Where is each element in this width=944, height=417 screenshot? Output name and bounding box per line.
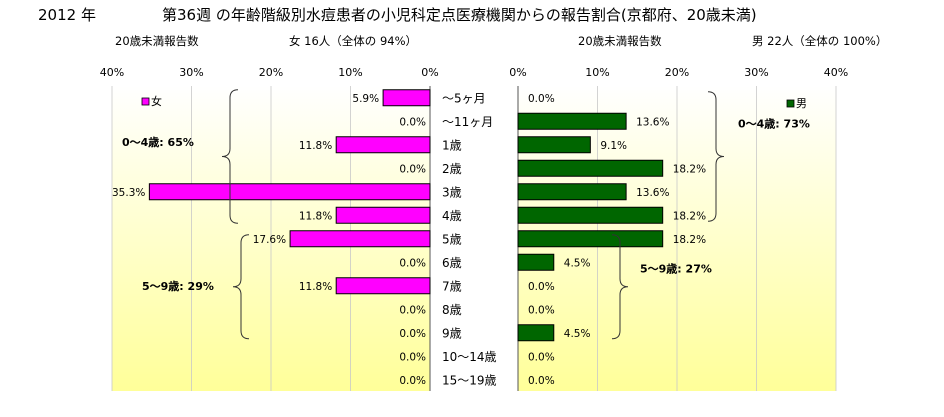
male-legend-label: 男 [796,97,807,110]
left-group-label-5-9: 5～9歳: 29% [142,279,214,293]
right-group-label-0-4: 0～4歳: 73% [738,116,810,130]
right-brace-5-9 [611,234,629,340]
female-bar [335,277,431,295]
female-data-label: 5.9% [352,93,379,105]
left-x-tick-label: 0% [421,66,438,79]
male-data-label: 18.2% [673,163,706,175]
female-data-label: 0.0% [399,257,426,269]
right-subtitle-summary: 男 22人（全体の 100%） [752,34,888,48]
male-data-label: 0.0% [528,351,555,363]
male-bar [517,136,591,154]
female-data-label: 0.0% [399,328,426,340]
female-data-label: 0.0% [399,304,426,316]
female-bar [148,183,431,201]
right-subtitle-label: 20歳未満報告数 [578,34,662,48]
left-x-tick-label: 40% [100,66,124,79]
left-subtitle-label: 20歳未満報告数 [115,34,199,48]
category-label: ～5ヶ月 [442,91,486,105]
left-group-label-0-4: 0～4歳: 65% [122,135,194,149]
left-brace-0-4 [221,89,239,224]
female-data-label: 0.0% [399,116,426,128]
category-label: 3歳 [442,185,462,199]
category-label: 7歳 [442,279,462,293]
female-bar [382,89,431,107]
category-label: 6歳 [442,256,462,270]
female-data-label: 0.0% [399,375,426,387]
male-data-label: 9.1% [600,140,627,152]
category-label: 9歳 [442,326,462,340]
male-bar [517,324,555,342]
right-brace-0-4 [707,91,725,222]
category-label: 1歳 [442,138,462,152]
left-brace-5-9 [232,234,250,340]
right-x-tick-label: 30% [744,66,768,79]
category-label: 4歳 [442,209,462,223]
male-data-label: 0.0% [528,93,555,105]
male-bar [517,206,664,224]
left-x-tick-label: 20% [259,66,283,79]
female-legend-swatch [141,97,150,106]
category-label: 5歳 [442,232,462,246]
category-label: 2歳 [442,162,462,176]
male-bar [517,230,664,248]
male-data-label: 4.5% [564,257,591,269]
male-data-label: 13.6% [636,116,669,128]
right-group-label-5-9: 5～9歳: 27% [640,261,712,275]
right-x-tick-label: 20% [665,66,689,79]
male-bar [517,112,627,130]
right-x-tick-label: 40% [824,66,848,79]
female-data-label: 11.8% [299,140,332,152]
category-label: 15～19歳 [442,373,497,387]
female-bar [335,206,431,224]
female-data-label: 0.0% [399,163,426,175]
category-label: ～11ヶ月 [442,115,493,129]
female-bar [335,136,431,154]
male-data-label: 13.6% [636,187,669,199]
male-bar [517,159,664,177]
category-label: 10～14歳 [442,350,497,364]
male-bar [517,253,555,271]
male-data-label: 4.5% [564,328,591,340]
year-label: 2012 年 [38,6,96,24]
male-bar [517,183,627,201]
female-data-label: 35.3% [112,187,145,199]
female-bar [289,230,431,248]
left-subtitle-summary: 女 16人（全体の 94%） [289,34,418,48]
left-x-tick-label: 30% [179,66,203,79]
male-data-label: 18.2% [673,234,706,246]
male-data-label: 0.0% [528,304,555,316]
female-data-label: 11.8% [299,210,332,222]
male-legend-swatch [786,99,795,108]
right-x-tick-label: 10% [585,66,609,79]
right-x-tick-label: 0% [509,66,526,79]
male-data-label: 18.2% [673,210,706,222]
female-data-label: 11.8% [299,281,332,293]
female-legend-label: 女 [151,94,162,108]
female-data-label: 17.6% [253,234,286,246]
male-data-label: 0.0% [528,281,555,293]
category-label: 8歳 [442,303,462,317]
chart-title: 第36週 の年齢階級別水痘患者の小児科定点医療機関からの報告割合(京都府、20歳… [162,6,757,24]
female-data-label: 0.0% [399,351,426,363]
left-x-tick-label: 10% [338,66,362,79]
male-data-label: 0.0% [528,375,555,387]
